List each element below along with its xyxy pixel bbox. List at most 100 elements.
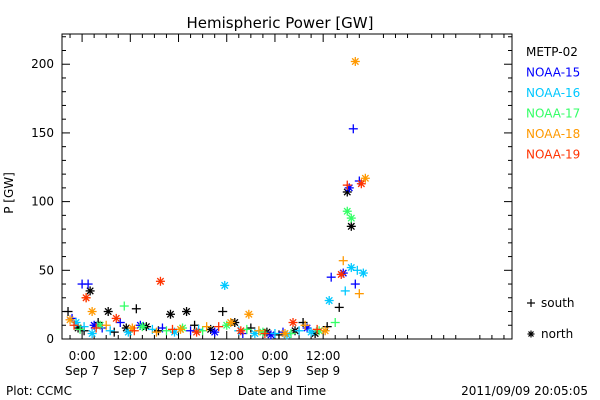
data-point-north xyxy=(155,276,165,286)
data-point-south xyxy=(218,307,228,317)
data-point-north xyxy=(324,296,334,306)
data-point-south xyxy=(270,329,280,339)
data-point-south xyxy=(294,326,304,336)
data-point-north xyxy=(280,329,290,339)
data-point-north xyxy=(87,329,97,339)
data-point-south xyxy=(91,323,101,333)
data-point-south xyxy=(350,279,360,289)
data-point-south xyxy=(312,324,322,334)
data-point-south xyxy=(342,180,352,190)
data-point-south xyxy=(63,307,73,317)
legend-item: NOAA-19 xyxy=(526,148,580,162)
data-point-south xyxy=(83,279,93,289)
data-point-south xyxy=(330,318,340,328)
data-point-south xyxy=(190,320,200,330)
data-point-north xyxy=(65,315,75,325)
y-tick-label: 200 xyxy=(31,57,54,71)
y-tick-label: 100 xyxy=(31,195,54,209)
y-tick-label: 150 xyxy=(31,126,54,140)
data-point-north xyxy=(350,56,360,66)
legend-marker-south xyxy=(527,299,535,307)
data-point-south xyxy=(129,326,139,336)
data-point-north xyxy=(137,322,147,332)
data-point-north xyxy=(356,179,366,189)
data-point-south xyxy=(300,320,310,330)
x-tick-time-label: 12:00 xyxy=(113,349,148,363)
footer-timestamp: 2011/09/09 20:05:05 xyxy=(461,384,588,398)
x-tick-time-label: 0:00 xyxy=(165,349,192,363)
x-tick-date-label: Sep 7 xyxy=(113,364,147,378)
data-point-north xyxy=(258,327,268,337)
data-point-south xyxy=(167,324,177,334)
data-point-south xyxy=(186,326,196,336)
y-axis-label: P [GW] xyxy=(2,172,16,214)
marker-legend-label: north xyxy=(541,327,573,341)
legend-item: NOAA-16 xyxy=(526,86,580,100)
data-point-north xyxy=(103,307,113,317)
data-point-south xyxy=(340,286,350,296)
data-point-south xyxy=(131,304,141,314)
data-point-north xyxy=(346,213,356,223)
data-point-south xyxy=(348,124,358,134)
data-point-north xyxy=(81,293,91,303)
data-point-south xyxy=(101,320,111,330)
x-tick-date-label: Sep 7 xyxy=(65,364,99,378)
y-axis: 0 50 100 150 200 xyxy=(31,36,512,346)
y-tick-label: 50 xyxy=(39,263,54,277)
data-point-north xyxy=(336,269,346,279)
data-point-north xyxy=(210,327,220,337)
x-tick-date-label: Sep 8 xyxy=(161,364,195,378)
legend-marker-north xyxy=(527,330,535,338)
data-point-north xyxy=(85,286,95,296)
data-point-south xyxy=(260,329,270,339)
marker-legend-label: south xyxy=(541,296,575,310)
data-point-south xyxy=(69,320,79,330)
x-tick-time-label: 12:00 xyxy=(209,349,244,363)
data-point-south xyxy=(151,327,161,337)
data-point-south xyxy=(338,256,348,266)
data-point-south xyxy=(202,322,212,332)
data-point-south xyxy=(109,327,119,337)
legend-item: NOAA-18 xyxy=(526,127,580,141)
data-point-south xyxy=(161,326,171,336)
data-point-north xyxy=(123,327,133,337)
data-point-south xyxy=(246,323,256,333)
x-tick-date-label: Sep 8 xyxy=(210,364,244,378)
data-point-south xyxy=(198,326,208,336)
data-point-north xyxy=(165,309,175,319)
legend: METP-02 NOAA-15 NOAA-16 NOAA-17 NOAA-18 NOAA-… xyxy=(526,45,580,162)
data-point-south xyxy=(334,302,344,312)
data-point-south xyxy=(354,289,364,299)
x-tick-date-label: Sep 9 xyxy=(306,364,340,378)
data-point-north xyxy=(182,307,192,317)
marker-legend: south north xyxy=(527,296,575,341)
x-tick-date-label: Sep 9 xyxy=(258,364,292,378)
data-point-south xyxy=(75,324,85,334)
data-point-north xyxy=(346,221,356,231)
x-axis-label: Date and Time xyxy=(238,384,326,398)
data-point-north xyxy=(244,309,254,319)
data-point-north xyxy=(288,318,298,328)
footer-plot-credit: Plot: CCMC xyxy=(6,384,72,398)
chart-title: Hemispheric Power [GW] xyxy=(187,14,374,32)
data-point-south xyxy=(242,324,252,334)
data-point-north xyxy=(320,326,330,336)
data-point-south xyxy=(105,326,115,336)
data-point-north xyxy=(236,326,246,336)
data-point-south xyxy=(326,272,336,282)
y-tick-label: 0 xyxy=(46,332,54,346)
legend-item: NOAA-15 xyxy=(526,66,580,80)
data-point-north xyxy=(192,327,202,337)
data-point-north xyxy=(176,324,186,334)
data-point-north xyxy=(226,318,236,328)
data-point-south xyxy=(214,322,224,332)
data-point-north xyxy=(87,307,97,317)
plot-frame xyxy=(61,33,513,340)
x-tick-time-label: 0:00 xyxy=(261,349,288,363)
x-tick-time-label: 12:00 xyxy=(306,349,341,363)
data-point-north xyxy=(111,313,121,323)
legend-item: METP-02 xyxy=(526,45,578,59)
x-tick-time-label: 0:00 xyxy=(69,349,96,363)
